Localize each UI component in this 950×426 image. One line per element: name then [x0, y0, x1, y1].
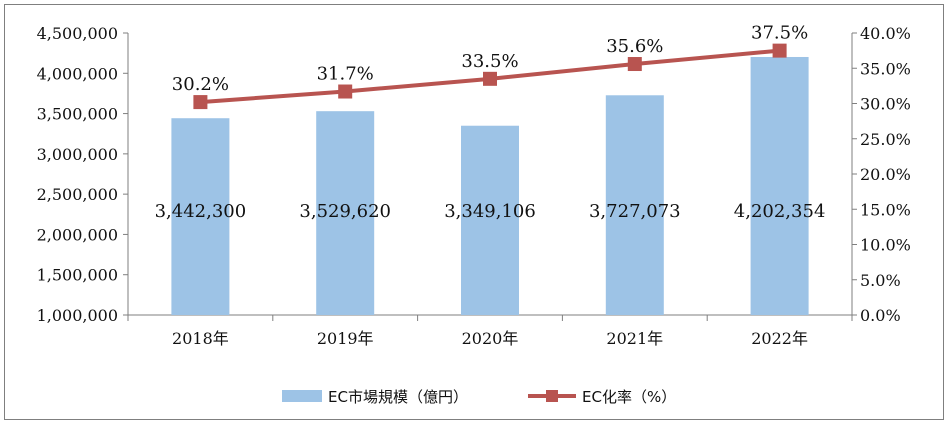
- bar: [750, 56, 809, 316]
- bar-value-label: 3,349,106: [444, 201, 536, 222]
- right-tick-label: 5.0%: [860, 271, 901, 290]
- left-tick-label: 2,500,000: [37, 185, 118, 204]
- right-tick-label: 30.0%: [860, 95, 911, 114]
- left-tick-label: 3,000,000: [37, 145, 118, 164]
- right-tick-label: 40.0%: [860, 24, 911, 43]
- bar-series: [171, 56, 809, 316]
- line-marker: [483, 71, 497, 86]
- legend-bar-label: EC市場規模（億円）: [328, 388, 468, 406]
- line-series: [193, 43, 787, 110]
- line-marker: [338, 84, 353, 99]
- left-tick-label: 2,000,000: [37, 225, 118, 244]
- right-tick-label: 15.0%: [860, 200, 911, 219]
- line-value-label: 31.7%: [317, 64, 374, 85]
- line-value-label: 35.6%: [606, 36, 663, 57]
- legend-line-marker: [546, 390, 558, 402]
- right-tick-label: 20.0%: [860, 165, 911, 184]
- legend-bar-swatch: [282, 390, 322, 402]
- x-tick-label: 2022年: [751, 329, 808, 348]
- bar: [171, 118, 230, 315]
- axes: 1,000,000 1,500,000 2,000,000 2,500,000 3,00…: [37, 24, 911, 348]
- line-marker: [193, 95, 208, 110]
- right-tick-label: 10.0%: [860, 236, 911, 255]
- x-tick-label: 2018年: [172, 329, 229, 348]
- legend: EC市場規模（億円） EC化率（%）: [282, 388, 676, 406]
- bar-value-label: 3,442,300: [155, 201, 247, 222]
- legend-line-label: EC化率（%）: [582, 388, 676, 406]
- left-tick-label: 1,500,000: [37, 266, 118, 285]
- right-tick-label: 35.0%: [860, 59, 911, 78]
- line-value-label: 30.2%: [172, 74, 229, 95]
- bar: [461, 125, 519, 315]
- bar-value-label: 4,202,354: [734, 201, 826, 222]
- data-labels: 3,442,300 3,529,620 3,349,106 3,727,073 4,20…: [155, 23, 826, 222]
- bar: [605, 95, 664, 315]
- line-marker: [772, 43, 787, 58]
- bar-value-label: 3,529,620: [299, 201, 391, 222]
- x-tick-label: 2021年: [606, 329, 663, 348]
- x-tick-label: 2019年: [317, 329, 374, 348]
- bar: [316, 111, 375, 315]
- line-value-label: 33.5%: [461, 51, 518, 72]
- left-tick-label: 3,500,000: [37, 105, 118, 124]
- left-tick-label: 1,000,000: [37, 306, 118, 325]
- right-tick-label: 0.0%: [860, 306, 901, 325]
- line-value-label: 37.5%: [751, 23, 808, 44]
- line-marker: [627, 57, 642, 72]
- left-tick-label: 4,000,000: [37, 64, 118, 83]
- left-tick-label: 4,500,000: [37, 24, 118, 43]
- right-tick-label: 25.0%: [860, 130, 911, 149]
- x-tick-label: 2020年: [462, 329, 519, 348]
- bar-value-label: 3,727,073: [589, 201, 681, 222]
